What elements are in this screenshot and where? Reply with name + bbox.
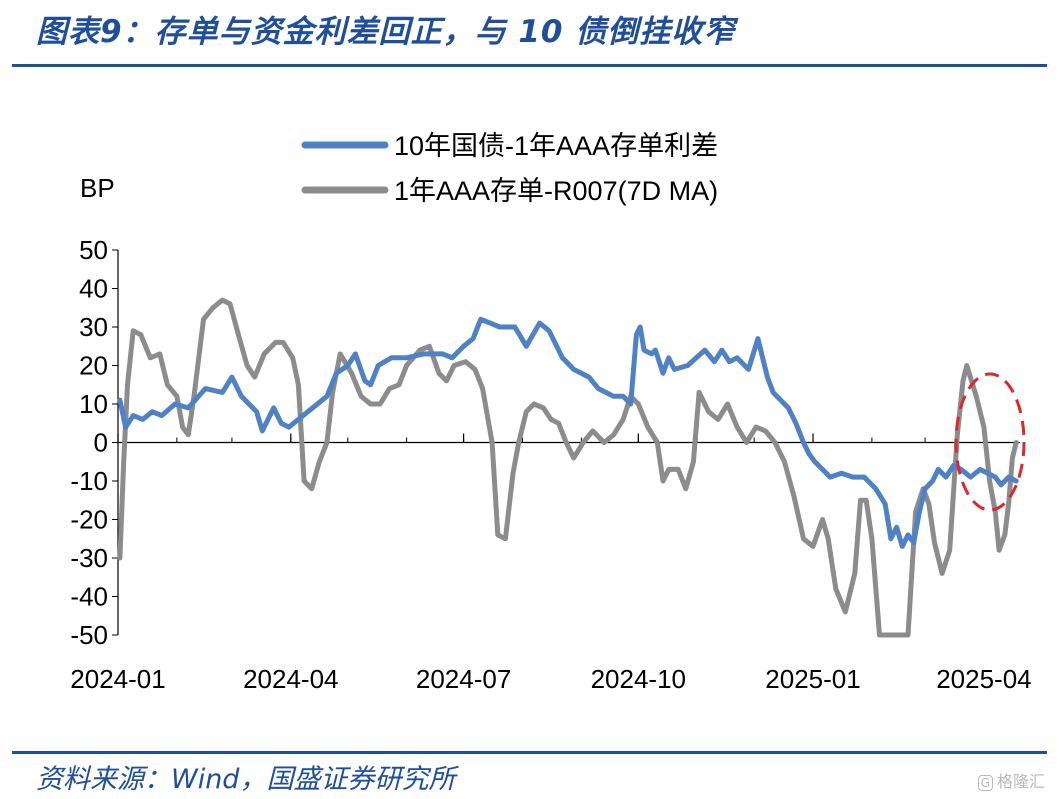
title-rule: [12, 64, 1047, 67]
legend-label-1: 10年国债-1年AAA存单利差: [394, 131, 718, 161]
y-tick-label: 0: [94, 428, 108, 458]
y-tick-label: 50: [79, 235, 108, 265]
x-tick-label: 2024-07: [416, 664, 511, 694]
footer-rule: [12, 751, 1047, 754]
watermark-text: 格隆汇: [996, 772, 1045, 791]
chart-axes: 50 40 30 20 10 0 -10 -20 -30 -40 -50 2024-01 2024-04…: [70, 235, 1031, 694]
x-tick-label: 2024-01: [70, 664, 165, 694]
x-tick-label: 2024-10: [591, 664, 686, 694]
x-tick-label: 2025-01: [765, 664, 860, 694]
x-tick-label: 2024-04: [243, 664, 338, 694]
y-tick-label: 40: [79, 274, 108, 304]
chart-series: [117, 297, 1019, 638]
chart-legend: 10年国债-1年AAA存单利差 1年AAA存单-R007(7D MA): [301, 131, 718, 206]
y-tick-label: -10: [70, 466, 108, 496]
line-chart: 10年国债-1年AAA存单利差 1年AAA存单-R007(7D MA) BP 50…: [70, 131, 1031, 694]
series-line-1: [117, 316, 1019, 549]
x-tick-label: 2025-04: [936, 664, 1031, 694]
y-tick-label: 20: [79, 351, 108, 381]
y-tick-label: -50: [70, 620, 108, 650]
highlight-ellipse: [954, 372, 1026, 512]
y-tick-label: 10: [79, 389, 108, 419]
watermark: G 格隆汇: [977, 768, 1045, 792]
watermark-logo-icon: G: [977, 775, 993, 791]
y-tick-label: -20: [70, 505, 108, 535]
legend-label-2: 1年AAA存单-R007(7D MA): [394, 176, 718, 206]
source-note: 资料来源：Wind，国盛证券研究所: [36, 764, 456, 795]
chart-title: 图表9：存单与资金利差回正，与 10 债倒挂收窄: [36, 14, 736, 50]
y-axis-label: BP: [80, 173, 115, 203]
series-line-2: [117, 297, 1019, 638]
y-tick-label: -40: [70, 582, 108, 612]
y-tick-label: -30: [70, 543, 108, 573]
y-tick-label: 30: [79, 312, 108, 342]
